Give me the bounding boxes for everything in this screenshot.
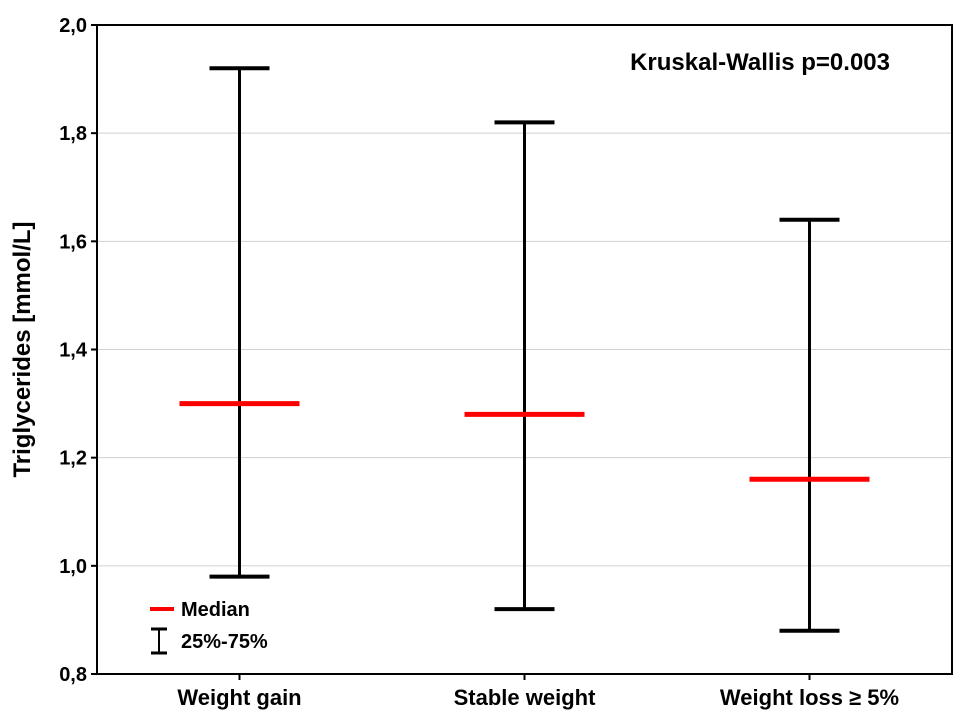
legend-range-swatch: [151, 627, 167, 655]
y-axis-title: Triglycerides [mmol/L]: [9, 221, 36, 477]
interquartile-ranges: [209, 66, 840, 633]
y-tick-label: 0,8: [59, 664, 87, 686]
y-tick-label: 1,0: [59, 556, 87, 578]
kruskal-wallis-annotation: Kruskal-Wallis p=0.003: [630, 49, 890, 76]
y-axis: 0,8 1,0 1,2 1,4 1,6 1,8 2,0: [59, 15, 97, 686]
legend-range-label: 25%-75%: [181, 631, 268, 653]
range-2: [494, 120, 555, 612]
y-tick-label: 2,0: [59, 15, 87, 37]
y-tick-label: 1,6: [59, 231, 87, 253]
y-tick-label: 1,2: [59, 448, 87, 470]
medians: [179, 401, 870, 482]
x-axis: Weight gain Stable weight Weight loss ≥ 5%: [177, 674, 899, 710]
x-category-label: Stable weight: [454, 685, 596, 710]
x-category-label: Weight loss ≥ 5%: [720, 685, 899, 710]
y-tick-label: 1,8: [59, 123, 87, 145]
range-1: [209, 66, 270, 579]
x-category-label: Weight gain: [177, 685, 301, 710]
range-3: [779, 217, 840, 633]
legend: Median 25%-75%: [150, 599, 268, 655]
legend-median-label: Median: [181, 599, 250, 621]
y-tick-label: 1,4: [59, 340, 88, 362]
